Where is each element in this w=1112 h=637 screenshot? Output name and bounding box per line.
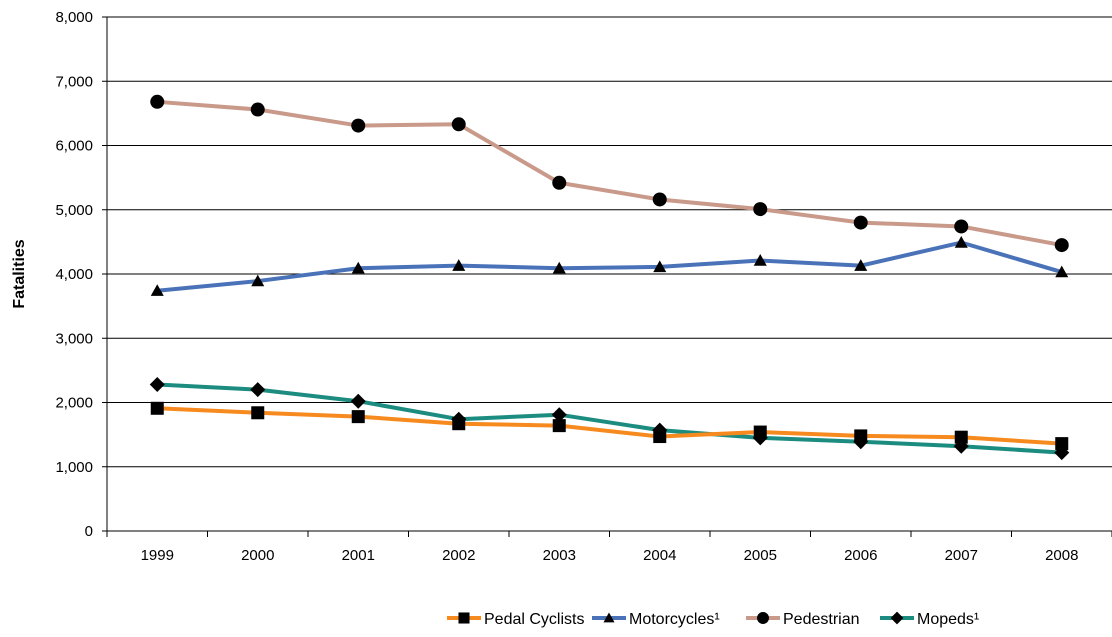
x-tick-label: 2004 — [643, 547, 676, 564]
data-point-pedestrian — [250, 102, 265, 117]
x-tick-label: 2000 — [241, 547, 274, 564]
data-point-pedestrian — [552, 175, 567, 190]
legend-item-pedestrian: Pedestrian — [746, 611, 860, 628]
x-tick-label: 2001 — [342, 547, 375, 564]
data-point-pedestrian — [652, 192, 667, 207]
data-point-motorcycles — [753, 254, 767, 266]
legend-swatch-marker — [757, 612, 769, 624]
legend-swatch-marker — [890, 611, 904, 625]
y-tick-label: 2,000 — [55, 395, 93, 412]
series-lines — [157, 99, 1063, 455]
data-point-pedestrian — [150, 94, 165, 109]
y-tick-label: 8,000 — [55, 9, 93, 26]
y-axis-title: Fatalities — [11, 239, 28, 308]
data-point-pedal-cyclists — [552, 419, 566, 433]
y-tick-label: 3,000 — [55, 330, 93, 347]
y-tick-label: 5,000 — [55, 202, 93, 219]
series-line-pedal-cyclists — [157, 406, 1062, 446]
x-tick-label: 2003 — [543, 547, 576, 564]
y-tick-labels: 0 1,000 2,000 3,000 4,000 5,000 6,000 7,000 8,00… — [55, 9, 107, 540]
x-tick-label: 2005 — [744, 547, 777, 564]
data-point-pedal-cyclists — [150, 401, 164, 415]
data-point-pedestrian — [954, 219, 969, 234]
x-tick-label: 1999 — [141, 547, 174, 564]
x-tick-label: 2006 — [844, 547, 877, 564]
legend-label: Pedal Cyclists — [484, 611, 584, 628]
data-point-pedal-cyclists — [351, 410, 365, 424]
data-point-pedal-cyclists — [251, 406, 265, 420]
gridlines — [107, 16, 1112, 468]
data-point-motorcycles — [552, 261, 566, 274]
data-point-pedestrian — [853, 215, 868, 230]
data-point-pedal-cyclists — [653, 430, 667, 444]
y-tick-label: 7,000 — [55, 73, 93, 90]
legend-item-pedal-cyclists: Pedal Cyclists — [447, 611, 584, 628]
data-point-pedal-cyclists — [854, 429, 868, 443]
x-tick-label: 2007 — [945, 547, 978, 564]
data-point-pedestrian — [451, 117, 466, 132]
y-tick-label: 1,000 — [55, 459, 93, 476]
data-point-mopeds — [551, 407, 567, 423]
data-point-pedal-cyclists — [753, 425, 767, 439]
data-point-mopeds — [350, 393, 366, 409]
x-tick-label: 2002 — [442, 547, 475, 564]
legend-label: Mopeds¹ — [917, 611, 979, 628]
series-markers — [149, 94, 1070, 461]
y-tick-label: 4,000 — [55, 266, 93, 283]
data-point-motorcycles — [150, 284, 164, 296]
x-tick-labels: 1999 2000 2001 2002 2003 2004 2005 2006 2007 2008 — [106, 531, 1112, 564]
series-line-mopeds — [157, 382, 1062, 455]
data-point-mopeds — [250, 382, 266, 398]
legend-swatch-marker — [603, 612, 615, 623]
data-point-motorcycles — [351, 261, 365, 274]
data-point-pedestrian — [1054, 238, 1069, 253]
data-point-motorcycles — [251, 274, 265, 287]
y-tick-label: 0 — [85, 523, 93, 540]
legend-swatch-marker — [458, 612, 470, 624]
data-point-motorcycles — [854, 259, 868, 271]
series-line-motorcycles — [157, 240, 1063, 293]
data-point-motorcycles — [1055, 265, 1069, 278]
data-point-pedal-cyclists — [452, 417, 466, 431]
legend-label: Motorcycles¹ — [629, 611, 720, 628]
y-tick-label: 6,000 — [55, 138, 93, 155]
data-point-pedal-cyclists — [954, 430, 968, 444]
data-point-motorcycles — [653, 260, 667, 273]
data-point-motorcycles — [452, 259, 466, 271]
legend-item-motorcycles: Motorcycles¹ — [592, 611, 720, 628]
x-tick-label: 2008 — [1045, 547, 1078, 564]
data-point-mopeds — [149, 377, 165, 393]
data-point-pedestrian — [351, 118, 366, 133]
data-point-pedal-cyclists — [1055, 437, 1069, 451]
data-point-pedestrian — [753, 202, 768, 217]
legend-item-mopeds: Mopeds¹ — [880, 611, 979, 628]
series-line-pedestrian — [157, 99, 1063, 248]
legend-label: Pedestrian — [783, 611, 860, 628]
legend: Pedal Cyclists Motorcycles¹ Pedestrian Mope… — [447, 611, 979, 628]
data-point-motorcycles — [954, 236, 968, 248]
